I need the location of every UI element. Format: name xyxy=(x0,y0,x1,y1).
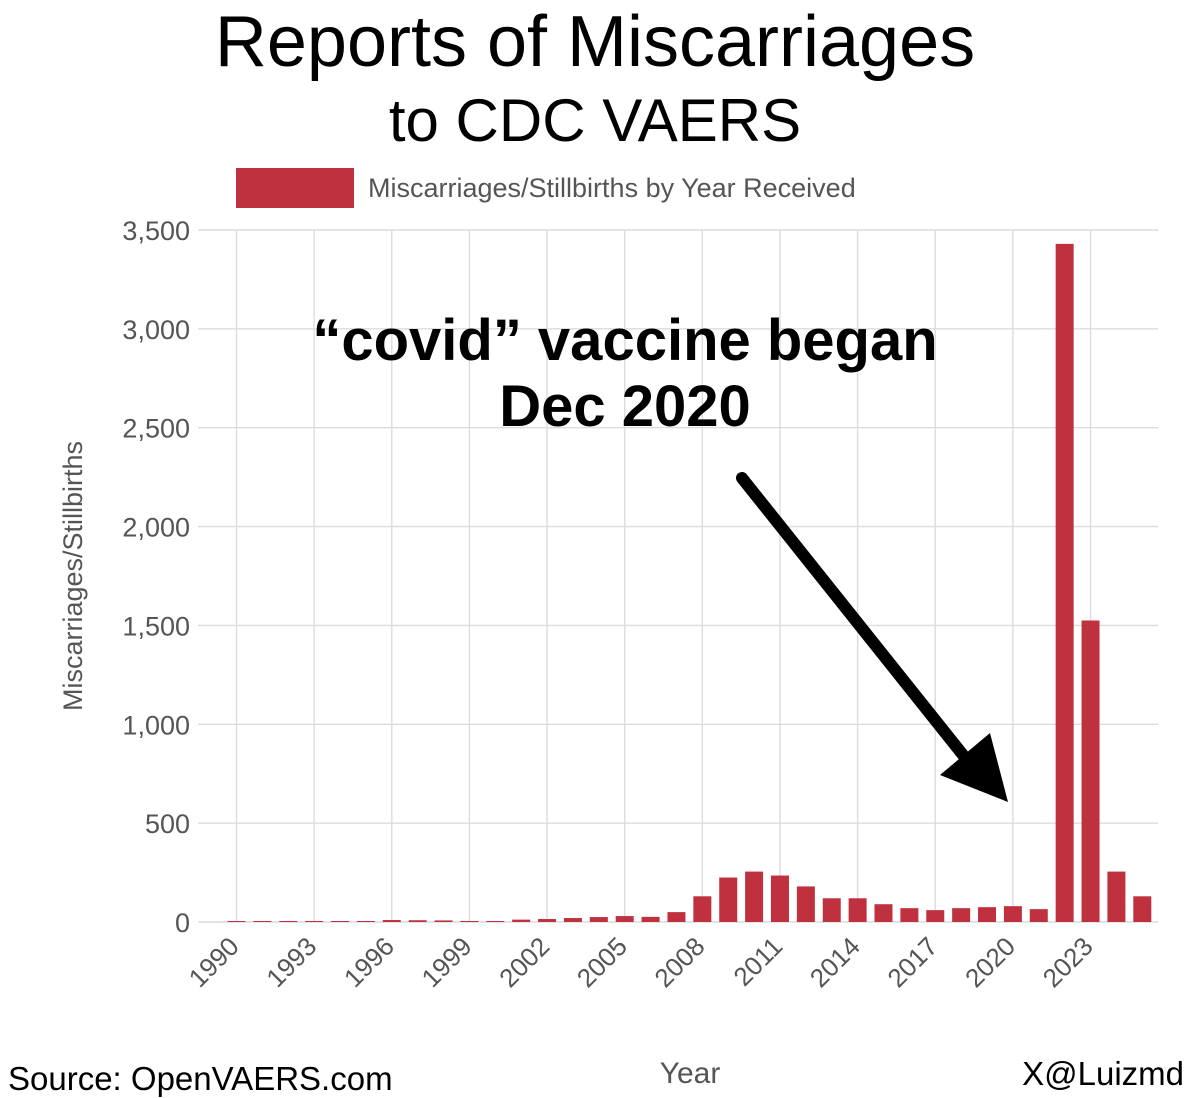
x-tick-label: 2017 xyxy=(881,931,943,993)
bar-1993 xyxy=(305,921,324,922)
bar-2021 xyxy=(1029,909,1048,922)
bar-2012 xyxy=(796,886,815,922)
bar-2025 xyxy=(1133,896,1152,922)
x-tick-label: 2011 xyxy=(727,931,788,992)
y-tick-label: 0 xyxy=(175,908,190,938)
bar-2015 xyxy=(874,904,893,922)
y-tick-label: 3,500 xyxy=(122,216,190,246)
y-tick-label: 2,500 xyxy=(122,414,190,444)
annotation-line-1: “covid” vaccine began xyxy=(312,308,938,373)
bar-1991 xyxy=(253,921,272,922)
bar-1995 xyxy=(356,921,375,922)
annotation-line-2: Dec 2020 xyxy=(499,374,751,439)
bar-1999 xyxy=(460,921,479,922)
bar-2017 xyxy=(926,910,945,922)
bar-2023 xyxy=(1081,620,1100,922)
y-axis-label: Miscarriages/Stillbirths xyxy=(58,441,88,711)
bar-1994 xyxy=(331,921,350,922)
x-axis: 1990 1993 1996 1999 2002 2005 2008 2011 2014 2017… xyxy=(183,931,1099,993)
bar-2006 xyxy=(641,916,660,922)
bar-2009 xyxy=(719,877,738,922)
bar-2011 xyxy=(770,875,789,922)
y-tick-label: 500 xyxy=(145,809,190,839)
bar-2016 xyxy=(900,908,919,922)
bar-2024 xyxy=(1107,871,1126,922)
author-handle: X@Luizmd xyxy=(1022,1055,1184,1092)
source-credit: Source: OpenVAERS.com xyxy=(8,1060,393,1097)
bar-2022 xyxy=(1055,243,1074,923)
bar-1996 xyxy=(382,920,401,922)
chart-subtitle: to CDC VAERS xyxy=(388,87,802,154)
x-axis-label: Year xyxy=(660,1057,721,1090)
bar-1990 xyxy=(227,921,246,922)
legend-swatch xyxy=(236,168,354,208)
y-tick-label: 1,000 xyxy=(122,710,190,740)
x-tick-label: 2005 xyxy=(571,931,633,993)
y-tick-label: 2,000 xyxy=(122,513,190,543)
bar-2019 xyxy=(978,907,997,922)
x-tick-label: 1999 xyxy=(416,931,478,993)
legend-label: Miscarriages/Stillbirths by Year Receive… xyxy=(368,172,856,203)
legend: Miscarriages/Stillbirths by Year Receive… xyxy=(236,166,856,210)
y-tick-label: 1,500 xyxy=(122,611,190,641)
bar-2000 xyxy=(486,921,505,922)
bar-1992 xyxy=(279,921,298,922)
bar-2010 xyxy=(745,871,764,922)
y-axis: 0 500 1,000 1,500 2,000 2,500 3,000 3,500 xyxy=(122,216,190,938)
bar-2001 xyxy=(512,919,531,922)
bar-1997 xyxy=(408,920,427,922)
x-tick-label: 2020 xyxy=(959,931,1021,993)
x-tick-label: 1996 xyxy=(338,931,400,993)
bar-2002 xyxy=(538,919,557,922)
x-tick-label: 2014 xyxy=(804,931,866,993)
bar-2008 xyxy=(693,896,712,922)
bar-2014 xyxy=(848,898,867,922)
bar-2007 xyxy=(667,912,686,922)
bar-1998 xyxy=(434,920,453,922)
bars xyxy=(227,243,1152,923)
x-tick-label: 2023 xyxy=(1037,931,1099,993)
bar-2005 xyxy=(615,916,634,922)
x-tick-label: 1993 xyxy=(260,931,322,993)
bar-2003 xyxy=(563,918,582,922)
bar-2013 xyxy=(822,898,841,922)
chart-title: Reports of Miscarriages xyxy=(214,2,976,82)
annotation: “covid” vaccine began Dec 2020 xyxy=(240,308,1010,440)
bar-2004 xyxy=(589,917,608,922)
bar-2018 xyxy=(952,908,971,922)
x-tick-label: 2008 xyxy=(648,931,710,993)
annotation-arrow xyxy=(736,472,1008,802)
x-tick-label: 2002 xyxy=(493,931,555,993)
x-tick-label: 1990 xyxy=(183,931,245,993)
y-tick-label: 3,000 xyxy=(122,315,190,345)
bar-2020 xyxy=(1003,906,1022,922)
